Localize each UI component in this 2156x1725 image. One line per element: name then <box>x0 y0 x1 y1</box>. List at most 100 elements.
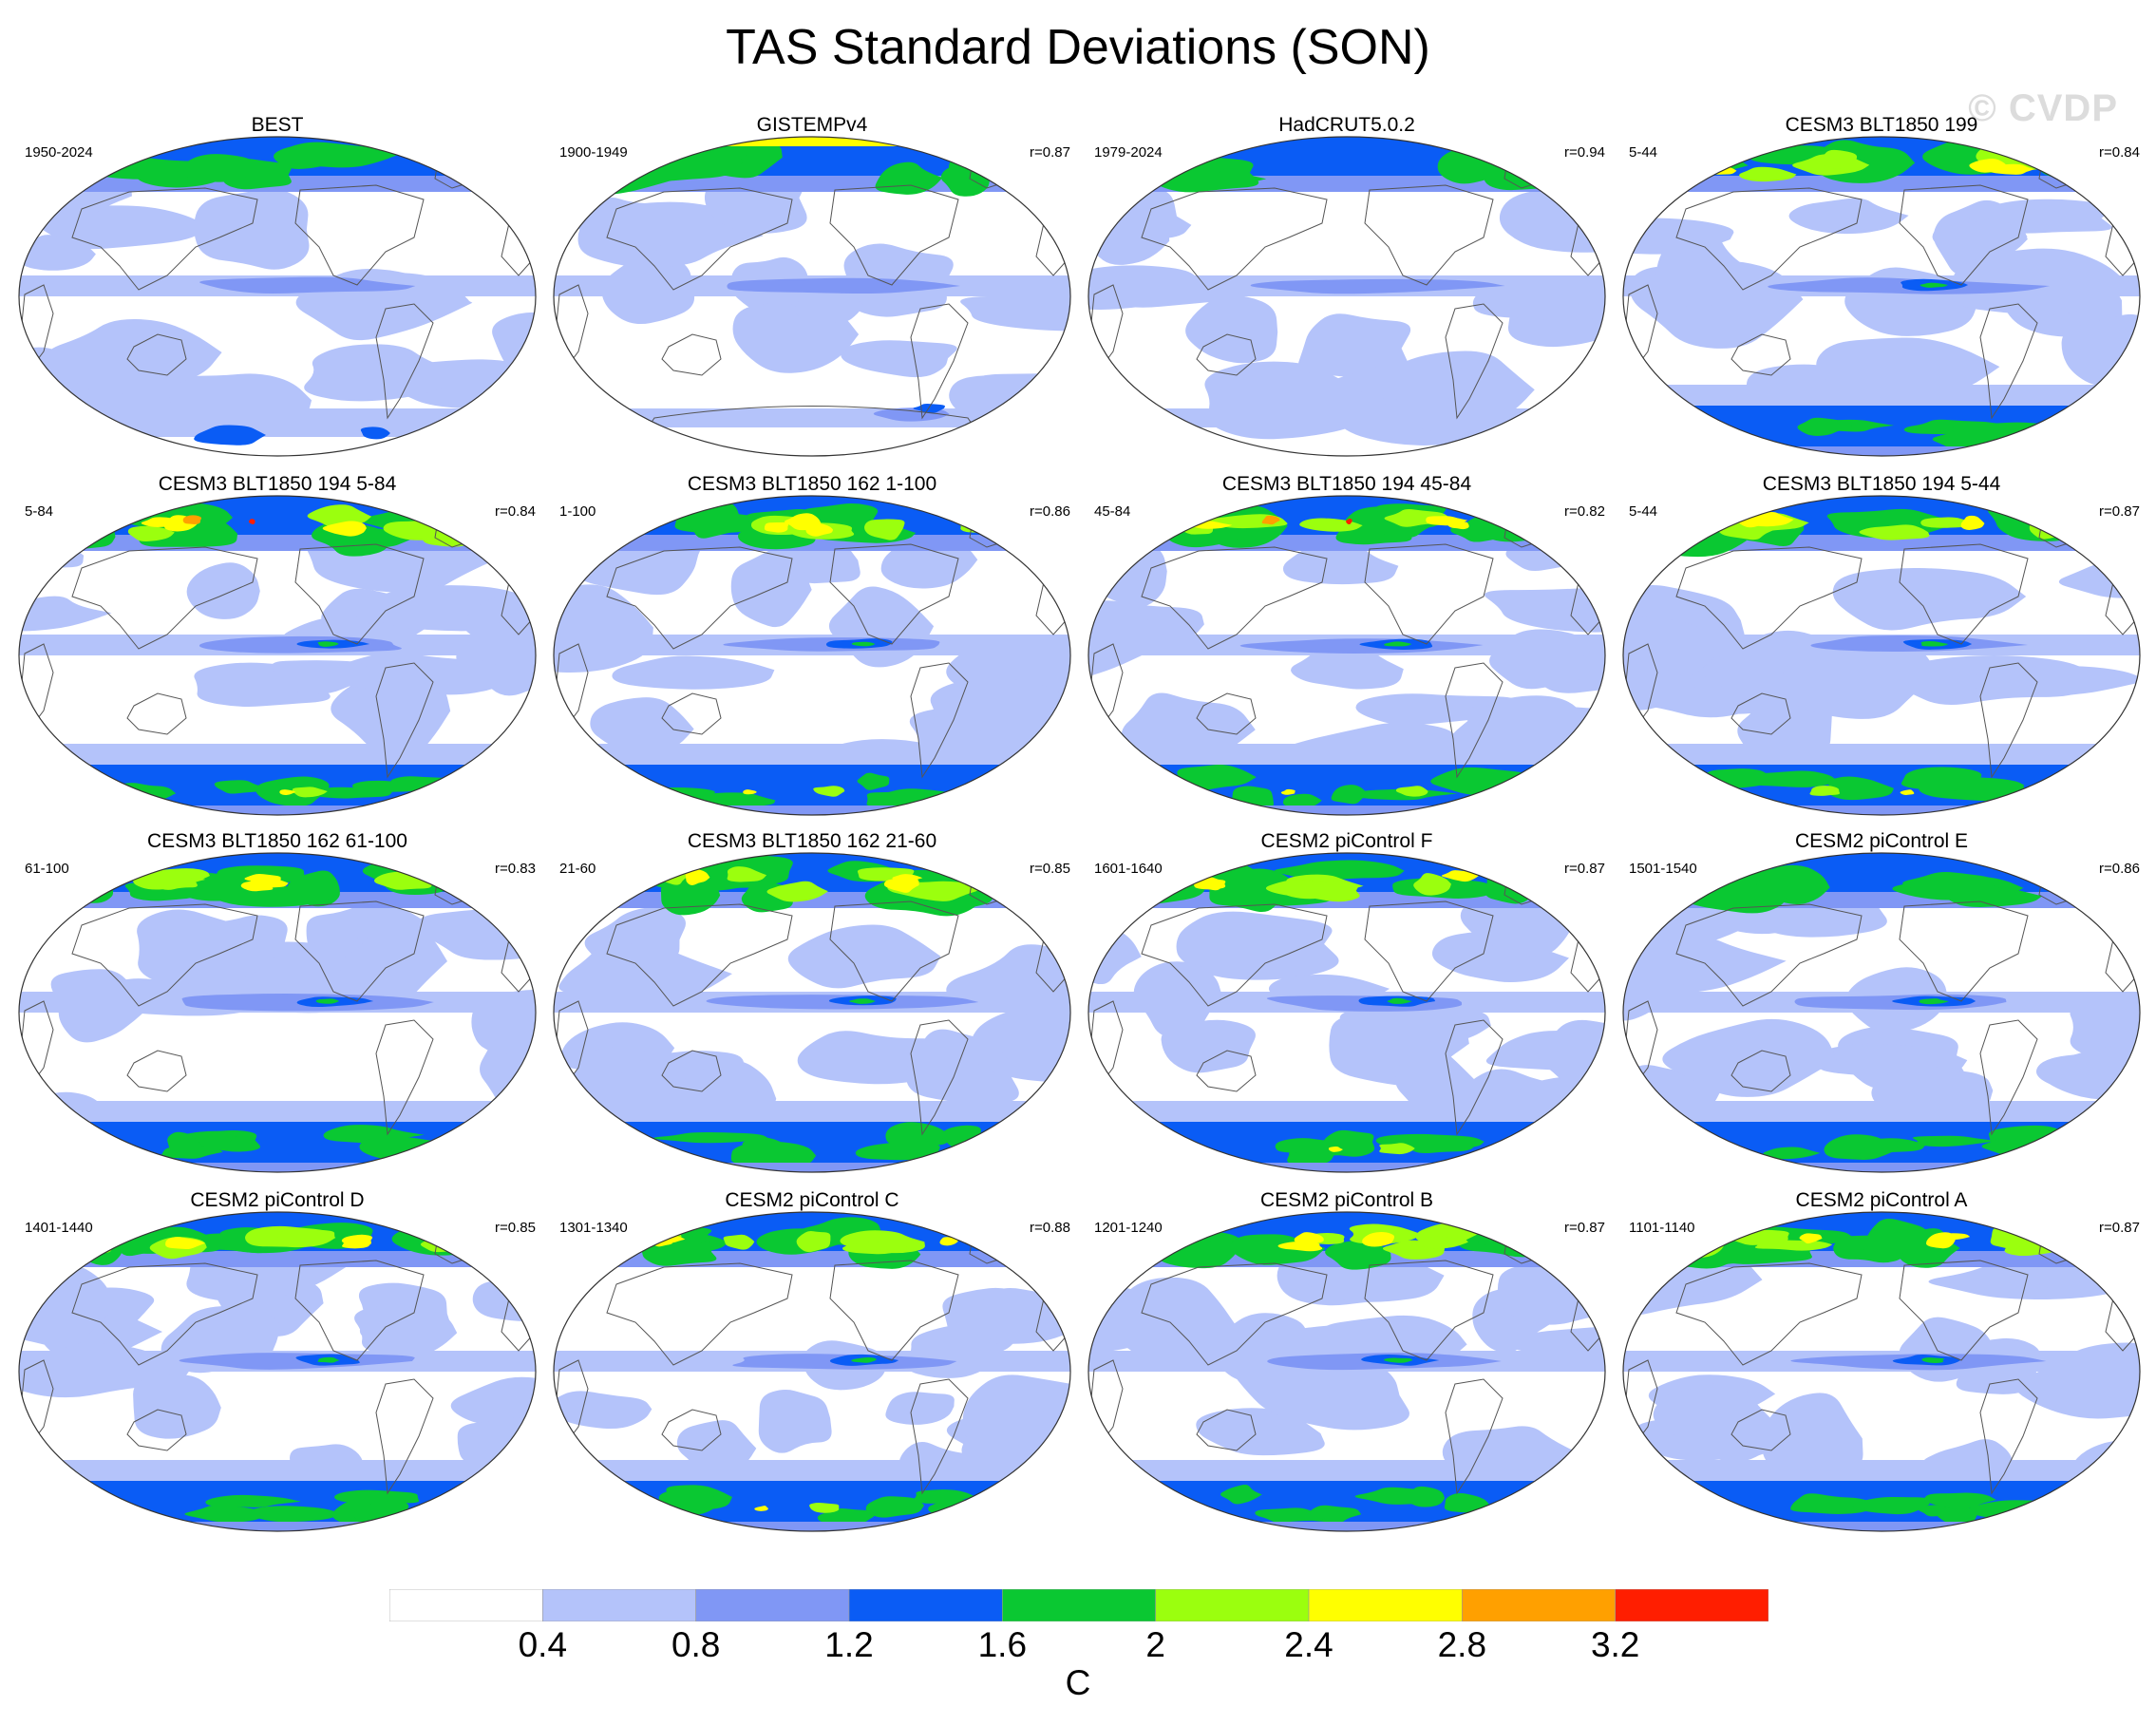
contour-fill-1.6-2.0 <box>1863 1218 1933 1254</box>
north-america-outline <box>1364 184 1494 286</box>
panel-years: 45-84 <box>1094 503 1131 520</box>
contour-fill-above-3.2 <box>1345 518 1352 525</box>
panel-pattern-correlation: r=0.94 <box>1564 144 1605 161</box>
panel-years: 1979-2024 <box>1094 144 1163 161</box>
panel-years: 1601-1640 <box>1094 861 1163 877</box>
map <box>18 852 537 1173</box>
south-america-outline <box>910 1019 969 1136</box>
map <box>18 495 537 816</box>
enso-peak <box>849 998 876 1004</box>
asia-outline <box>1141 187 1328 291</box>
panel-title: CESM2 piControl F <box>1260 830 1433 852</box>
contour-fill-1.6-2.0 <box>1824 1134 1901 1160</box>
contour-fill-1.6-2.0 <box>730 1141 817 1168</box>
south-america-outline <box>1445 662 1504 779</box>
enso-band <box>179 1353 415 1370</box>
antarctic-interior <box>1088 1163 1605 1172</box>
enso-peak <box>317 1356 340 1363</box>
contour-fill-above-3.2 <box>248 519 255 524</box>
map-border <box>1087 136 1606 457</box>
asia-outline <box>71 903 258 1007</box>
panel-pattern-correlation: r=0.84 <box>2099 144 2140 161</box>
map-border <box>18 1211 537 1532</box>
contour-fill-1.6-2.0 <box>1852 1496 1930 1515</box>
north-america-outline <box>1364 1260 1494 1361</box>
contour-fill-2.0-2.4 <box>154 871 198 890</box>
contour-fill-2.4-2.8 <box>1900 789 1915 795</box>
australia-outline <box>126 1409 187 1451</box>
contour-fill-0.4-0.8 <box>885 1392 955 1425</box>
australia-outline <box>661 692 722 735</box>
contour-fill-0.4-0.8 <box>1623 658 1700 711</box>
colorbar-tick-label: 0.8 <box>671 1625 721 1664</box>
panel-years: 1-100 <box>559 503 596 520</box>
map-border <box>1622 495 2141 816</box>
panel-pattern-correlation: r=0.87 <box>2099 1220 2140 1236</box>
contour-fill-2.0-2.4 <box>1754 1240 1833 1251</box>
contour-fill-2.4-2.8 <box>685 868 710 885</box>
australia-outline <box>1730 692 1791 735</box>
asia-outline <box>1675 903 1863 1007</box>
contour-fill-0.4-0.8 <box>1662 1018 1837 1097</box>
contour-fill-0.4-0.8 <box>1176 911 1339 980</box>
map-panel: CESM2 piControl A 1101-1140 r=0.87 <box>1614 1182 2149 1535</box>
map-border <box>1087 852 1606 1173</box>
panel-title: CESM3 BLT1850 194 5-84 <box>158 473 397 495</box>
enso-peak <box>1920 641 1949 647</box>
contour-fill-1.6-2.0 <box>652 1131 768 1144</box>
contour-fill-1.6-2.0 <box>855 1141 940 1161</box>
contour-fill-1.6-2.0 <box>59 878 114 903</box>
north-america-outline <box>294 184 425 286</box>
australia-outline <box>1730 1050 1791 1092</box>
contour-fill-0.4-0.8 <box>2070 1004 2140 1059</box>
contour-fill-0.4-0.8 <box>186 562 260 619</box>
north-america-outline <box>829 900 959 1002</box>
map <box>1622 495 2141 816</box>
colorbar-tick-label: 1.2 <box>824 1625 874 1664</box>
panel-pattern-correlation: r=0.87 <box>1564 1220 1605 1236</box>
antarctic-interior <box>19 1163 536 1172</box>
contour-fill-0.4-0.8 <box>354 1303 458 1357</box>
contour-fill-0.4-0.8 <box>1472 1288 1552 1354</box>
north-america-outline <box>1364 543 1494 645</box>
contour-fill-1.6-2.0 <box>1177 765 1257 791</box>
north-america-outline <box>1899 543 2029 645</box>
australia-outline <box>126 1050 187 1092</box>
map <box>18 136 537 457</box>
australia-outline <box>1730 1409 1791 1451</box>
enso-peak <box>1384 1357 1413 1363</box>
contour-fill-0.4-0.8 <box>1788 198 1909 235</box>
north-america-outline <box>1899 184 2029 286</box>
contour-fill-2.8-3.2 <box>182 515 202 524</box>
contour-fill-0.4-0.8 <box>19 235 96 271</box>
southern-ocean-band <box>1623 385 2140 406</box>
contour-fill-2.4-2.8 <box>1441 870 1479 882</box>
panel-years: 1101-1140 <box>1629 1220 1695 1236</box>
panel-title: CESM2 piControl C <box>725 1189 899 1211</box>
contour-fill-1.6-2.0 <box>214 780 264 794</box>
south-america-outline <box>375 303 434 420</box>
contour-fill-0.4-0.8 <box>1761 1393 1863 1473</box>
panel-pattern-correlation: r=0.84 <box>495 503 536 520</box>
panel-title: CESM3 BLT1850 162 61-100 <box>147 830 407 852</box>
panel-title: CESM2 piControl A <box>1795 1189 1968 1211</box>
contour-fill-1.6-2.0 <box>1282 793 1322 808</box>
southern-ocean-band <box>1623 744 2140 765</box>
colorbar-segment <box>848 1589 1003 1621</box>
contour-fill-2.0-2.4 <box>796 1230 831 1253</box>
south-america-outline <box>910 1378 969 1495</box>
southern-ocean-band <box>1623 1101 2140 1122</box>
contour-fill-0.4-0.8 <box>1832 567 2027 631</box>
contour-fill-2.4-2.8 <box>279 789 296 795</box>
map-border <box>1622 136 2141 457</box>
south-america-outline <box>910 662 969 779</box>
south-america-outline <box>375 662 434 779</box>
map <box>553 1211 1071 1532</box>
panel-pattern-correlation: r=0.86 <box>1030 503 1070 520</box>
colorbar-tick-label: 3.2 <box>1590 1625 1640 1664</box>
contour-fill-2.0-2.4 <box>127 525 175 541</box>
map-border <box>553 136 1071 457</box>
watermark: © CVDP <box>1968 87 2118 129</box>
south-america-outline <box>1445 1378 1504 1495</box>
colorbar-segment <box>1308 1589 1463 1621</box>
